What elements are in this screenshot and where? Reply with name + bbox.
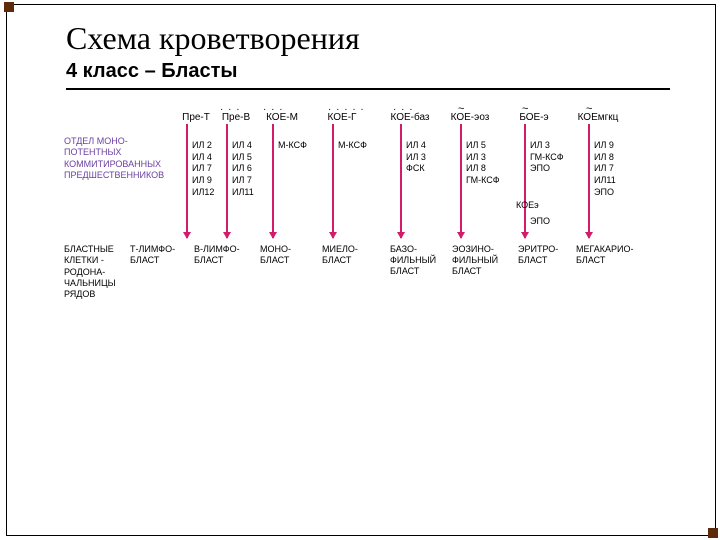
column-header: БОЕ-э: [506, 112, 562, 123]
cytokine-list: М-КСФ: [338, 140, 367, 152]
blast-cell-label: МОНО-БЛАСТ: [260, 244, 291, 266]
header-dots-decoration: · · · · ·: [328, 104, 365, 115]
column-header: КОЕ-эоз: [442, 112, 498, 123]
blast-cell-label: МЕГАКАРИО-БЛАСТ: [576, 244, 634, 266]
header-tilde-decoration: ~: [586, 103, 592, 115]
header-dots-decoration: · · ·: [393, 104, 414, 115]
corner-decoration-tl: [4, 2, 14, 12]
row-label: БЛАСТНЫЕКЛЕТКИ -РОДОНА-ЧАЛЬНИЦЫРЯДОВ: [64, 244, 116, 300]
lineage-arrow: [186, 124, 188, 238]
lineage-arrow: [226, 124, 228, 238]
cytokine-list: ИЛ 4ИЛ 3ФСК: [406, 140, 426, 175]
blast-cell-label: МИЕЛО-БЛАСТ: [322, 244, 358, 266]
cytokine-list: ИЛ 2ИЛ 4ИЛ 7ИЛ 9ИЛ12: [192, 140, 214, 198]
title-underline: [66, 88, 670, 90]
corner-decoration-br: [708, 528, 718, 538]
lineage-arrow: [460, 124, 462, 238]
intermediate-label: КОЕэ: [516, 200, 539, 210]
header-dots-decoration: · · ·: [220, 104, 241, 115]
blast-cell-label: ЭОЗИНО-ФИЛЬНЫЙБЛАСТ: [452, 244, 498, 276]
lineage-arrow: [588, 124, 590, 238]
cytokine-list: ИЛ 9ИЛ 8ИЛ 7ИЛ11ЭПО: [594, 140, 616, 198]
header-dots-decoration: · · ·: [263, 104, 284, 115]
header-tilde-decoration: ~: [522, 103, 528, 115]
lineage-arrow: [272, 124, 274, 238]
row-label: ОТДЕЛ МОНО-ПОТЕНТНЫХКОММИТИРОВАННЫХПРЕДШ…: [64, 136, 164, 181]
intermediate-label: ЭПО: [530, 216, 550, 226]
blast-cell-label: Т-ЛИМФО-БЛАСТ: [130, 244, 175, 266]
blast-cell-label: ЭРИТРО-БЛАСТ: [518, 244, 558, 266]
lineage-arrow: [524, 124, 526, 238]
slide-title: Схема кроветворения: [66, 20, 360, 57]
header-tilde-decoration: ~: [458, 103, 464, 115]
cytokine-list: М-КСФ: [278, 140, 307, 152]
cytokine-list: ИЛ 5ИЛ 3ИЛ 8ГМ-КСФ: [466, 140, 500, 187]
lineage-arrow: [400, 124, 402, 238]
blast-cell-label: В-ЛИМФО-БЛАСТ: [194, 244, 240, 266]
slide-subtitle: 4 класс – Бласты: [66, 60, 237, 83]
cytokine-list: ИЛ 3ГМ-КСФЭПО: [530, 140, 564, 175]
blast-cell-label: БАЗО-ФИЛЬНЫЙБЛАСТ: [390, 244, 436, 276]
lineage-arrow: [332, 124, 334, 238]
cytokine-list: ИЛ 4ИЛ 5ИЛ 6ИЛ 7ИЛ11: [232, 140, 254, 198]
column-header: КОЕмгкц: [570, 112, 626, 123]
